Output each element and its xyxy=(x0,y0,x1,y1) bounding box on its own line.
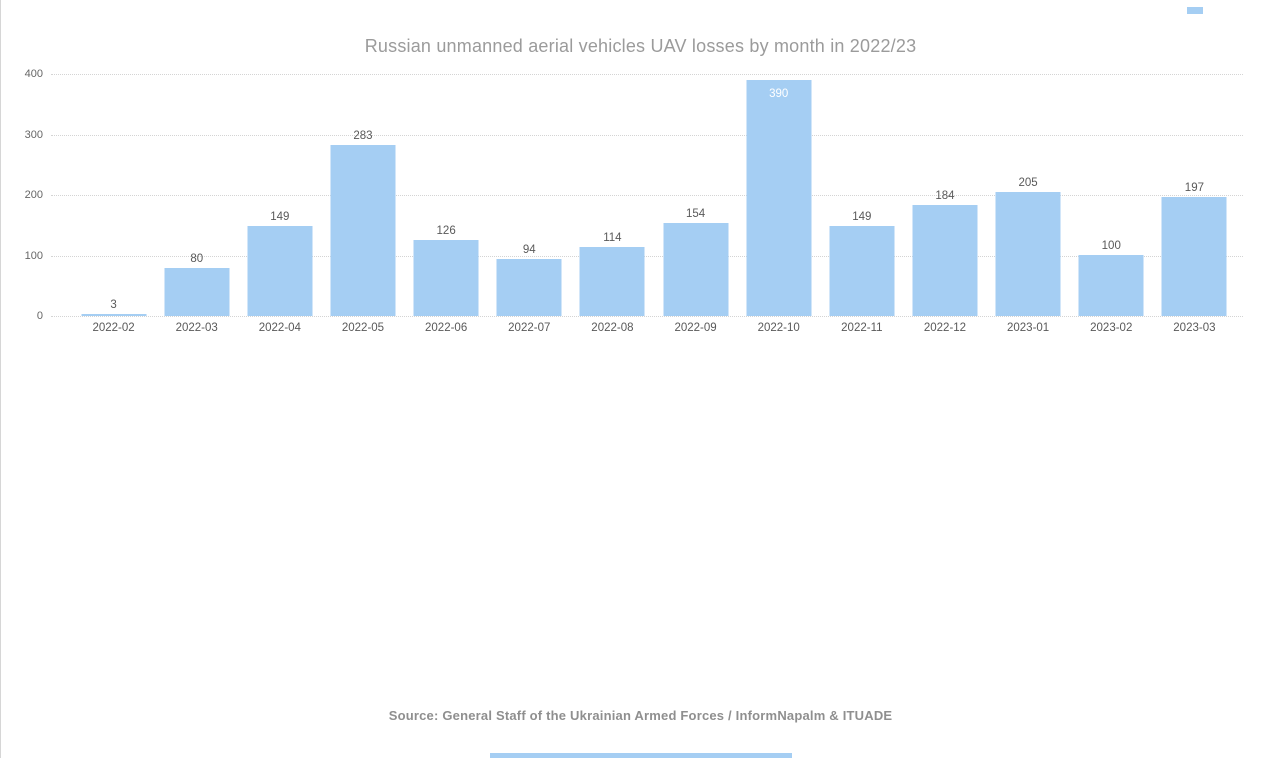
x-axis-label: 2022-03 xyxy=(175,322,218,334)
bar-chart-plot-area: 400 300 200 100 0 3 80 149 283 126 94 114 154 390 149… xyxy=(25,68,1243,334)
x-axis-label: 2022-11 xyxy=(841,322,883,334)
bar-2022-07[interactable] xyxy=(496,259,562,316)
bar-2022-11[interactable] xyxy=(829,226,895,316)
bar-value-label: 126 xyxy=(436,225,456,237)
bar-group-2022-04: 149 xyxy=(238,74,321,316)
bar-2022-03[interactable] xyxy=(164,268,230,316)
bar-value-label: 149 xyxy=(270,211,290,223)
top-right-blue-mark xyxy=(1187,7,1203,14)
bar-value-label: 197 xyxy=(1184,182,1204,194)
bar-value-label: 283 xyxy=(353,130,373,142)
x-axis-label: 2023-01 xyxy=(1007,322,1050,334)
bar-value-label: 80 xyxy=(190,253,204,265)
gridline-y-200 xyxy=(51,195,1243,196)
x-axis-label: 2022-02 xyxy=(92,322,135,334)
x-axis-label: 2022-09 xyxy=(674,322,717,334)
x-axis-label: 2023-03 xyxy=(1173,322,1216,334)
bar-group-2023-01: 205 xyxy=(987,74,1070,316)
y-axis-tick-label: 100 xyxy=(24,249,43,262)
bar-group-2022-09: 154 xyxy=(654,74,737,316)
x-axis-label: 2022-12 xyxy=(923,322,967,334)
bar-value-label: 94 xyxy=(522,244,536,256)
bar-2022-09[interactable] xyxy=(663,223,729,316)
y-axis-tick-label: 400 xyxy=(24,68,43,80)
y-axis-tick-label: 200 xyxy=(24,189,43,201)
bar-value-label: 390 xyxy=(769,88,789,100)
x-axis-labels: 2022-02 2022-03 2022-04 2022-05 2022-06 2022-… xyxy=(72,322,1236,334)
x-axis-label: 2022-08 xyxy=(591,322,634,334)
x-axis-label: 2022-10 xyxy=(757,322,800,334)
x-axis-label: 2023-02 xyxy=(1090,322,1133,334)
bar-value-label: 149 xyxy=(852,211,872,223)
bottom-blue-strip xyxy=(490,753,792,758)
bar-2022-06[interactable] xyxy=(413,240,479,316)
bar-value-label: 205 xyxy=(1018,177,1038,189)
bar-2022-12[interactable] xyxy=(912,205,978,316)
bar-group-2022-08: 114 xyxy=(571,74,654,316)
bar-value-label: 114 xyxy=(603,232,622,244)
bar-group-2022-05: 283 xyxy=(321,74,404,316)
source-caption: Source: General Staff of the Ukrainian A… xyxy=(388,708,893,723)
bar-2023-01[interactable] xyxy=(995,192,1061,316)
bar-2022-10[interactable] xyxy=(746,80,812,316)
bar-2023-02[interactable] xyxy=(1078,255,1144,316)
bar-value-label: 100 xyxy=(1101,240,1121,252)
y-axis-tick-label: 300 xyxy=(24,128,43,141)
x-axis-label: 2022-04 xyxy=(258,322,301,334)
bar-2022-02[interactable] xyxy=(81,314,147,316)
bar-group-2023-02: 100 xyxy=(1070,74,1153,316)
bar-group-2022-12: 184 xyxy=(903,74,986,316)
gridline-y-100 xyxy=(51,255,1243,257)
bar-group-2022-06: 126 xyxy=(405,74,488,316)
chart-title: Russian unmanned aerial vehicles UAV los… xyxy=(364,36,917,56)
bars-layer: 3 80 149 283 126 94 114 154 390 149 184 205 100 197 xyxy=(72,74,1236,316)
bar-value-label: 154 xyxy=(685,208,706,220)
gridline-y-300 xyxy=(51,134,1243,136)
bar-group-2022-11: 149 xyxy=(820,74,903,316)
bar-2022-08[interactable] xyxy=(579,247,645,316)
x-axis-label: 2022-06 xyxy=(425,322,468,334)
gridline-y-0 xyxy=(51,316,1243,317)
bar-group-2022-07: 94 xyxy=(488,74,571,316)
y-axis-tick-label: 0 xyxy=(36,310,43,322)
bar-2022-05[interactable] xyxy=(330,145,396,316)
x-axis-label: 2022-07 xyxy=(508,322,551,334)
bar-value-label: 184 xyxy=(935,190,955,202)
bar-value-label: 3 xyxy=(110,299,117,311)
bar-group-2023-03: 197 xyxy=(1153,74,1236,316)
x-axis-label: 2022-05 xyxy=(341,322,385,334)
bar-group-2022-10: 390 xyxy=(737,74,820,316)
gridline-y-400 xyxy=(51,74,1243,75)
bar-2022-04[interactable] xyxy=(247,226,313,316)
bar-2023-03[interactable] xyxy=(1161,197,1227,316)
bar-group-2022-02: 3 xyxy=(72,74,155,316)
bar-group-2022-03: 80 xyxy=(155,74,238,316)
